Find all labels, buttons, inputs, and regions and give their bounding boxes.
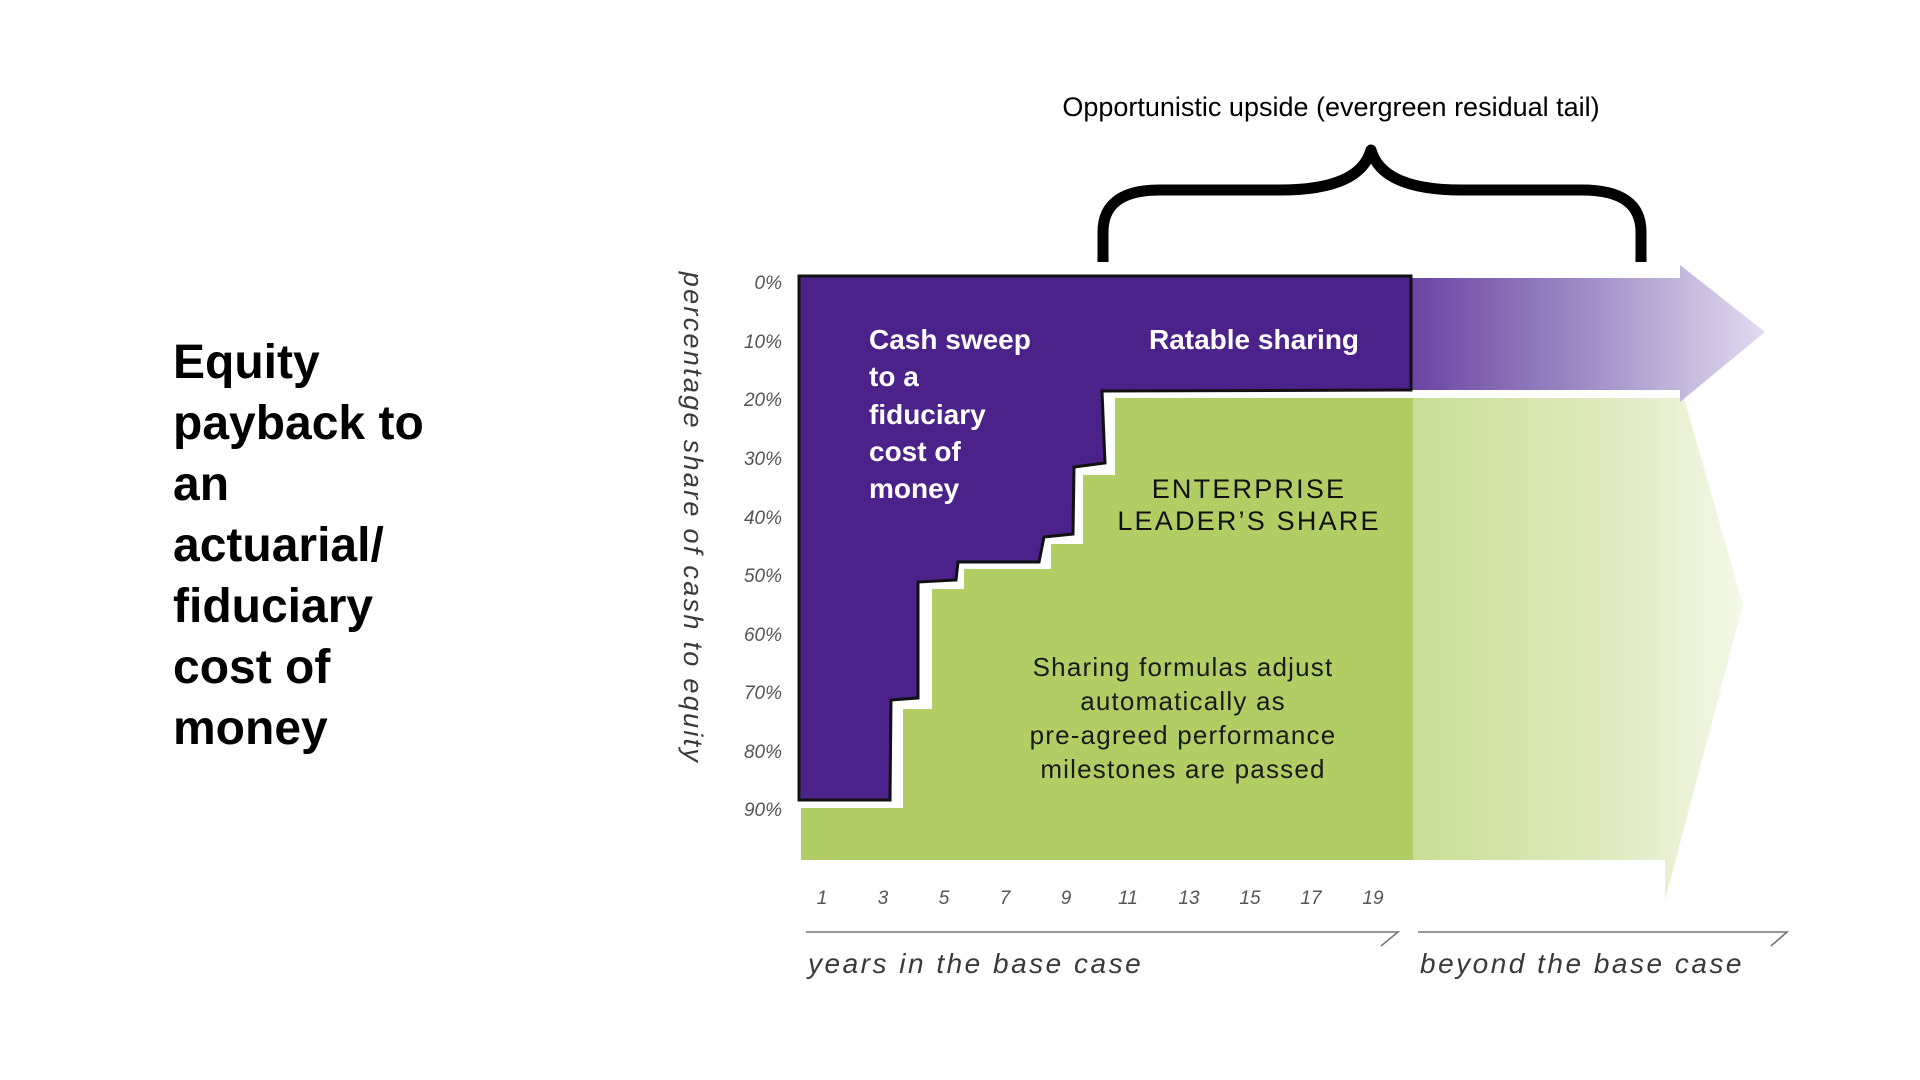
equity-share-area bbox=[797, 274, 1413, 802]
upside-brace: Opportunistic upside (evergreen residual… bbox=[1062, 92, 1647, 262]
y-axis-ticks: 0% 10% 20% 30% 40% 50% 60% 70% 80% 90% bbox=[743, 273, 782, 821]
title-line: actuarial/ bbox=[173, 519, 384, 572]
svg-text:50%: 50% bbox=[744, 566, 782, 587]
svg-text:Sharing formulas adjust: Sharing formulas adjust bbox=[1033, 652, 1334, 682]
svg-text:17: 17 bbox=[1300, 888, 1323, 909]
svg-text:80%: 80% bbox=[744, 742, 782, 763]
title-line: payback to bbox=[173, 397, 424, 450]
svg-text:LEADER’S SHARE: LEADER’S SHARE bbox=[1117, 506, 1380, 536]
svg-text:automatically as: automatically as bbox=[1080, 686, 1286, 716]
svg-text:10%: 10% bbox=[744, 332, 782, 353]
svg-text:19: 19 bbox=[1362, 888, 1384, 909]
purple-upside-arrow bbox=[1411, 265, 1765, 402]
svg-text:3: 3 bbox=[878, 888, 889, 909]
svg-text:20%: 20% bbox=[743, 390, 782, 411]
x-axis-label-beyond: beyond the base case bbox=[1420, 948, 1744, 979]
svg-text:11: 11 bbox=[1118, 888, 1138, 909]
beyond-axis-line bbox=[1418, 931, 1790, 947]
base-case-axis-line bbox=[806, 931, 1401, 947]
svg-text:money: money bbox=[869, 473, 960, 504]
svg-text:1: 1 bbox=[817, 888, 828, 909]
curly-brace-icon bbox=[1097, 144, 1647, 262]
svg-text:cost of: cost of bbox=[869, 436, 961, 467]
slide-title: Equity payback to an actuarial/ fiduciar… bbox=[173, 332, 493, 759]
svg-text:90%: 90% bbox=[744, 800, 782, 821]
y-axis-label: percentage share of cash to equity bbox=[678, 271, 708, 764]
svg-text:5: 5 bbox=[939, 888, 950, 909]
cash-sweep-label: Cash sweep to a fiduciary cost of money bbox=[869, 324, 1031, 504]
svg-text:fiduciary: fiduciary bbox=[869, 399, 986, 430]
svg-text:7: 7 bbox=[1000, 888, 1012, 909]
enterprise-share-edge bbox=[895, 398, 1113, 808]
svg-text:0%: 0% bbox=[755, 273, 783, 294]
svg-text:15: 15 bbox=[1239, 888, 1261, 909]
brace-label: Opportunistic upside (evergreen residual… bbox=[1062, 92, 1599, 122]
sharing-formula-note: Sharing formulas adjust automatically as… bbox=[1030, 652, 1337, 784]
svg-text:9: 9 bbox=[1061, 888, 1072, 909]
svg-text:pre-agreed performance: pre-agreed performance bbox=[1030, 720, 1337, 750]
svg-text:70%: 70% bbox=[744, 683, 782, 704]
svg-text:milestones are passed: milestones are passed bbox=[1040, 754, 1325, 784]
x-axis-ticks: 1 3 5 7 9 11 13 15 17 19 bbox=[817, 888, 1384, 909]
svg-text:40%: 40% bbox=[744, 508, 782, 529]
title-line: fiduciary bbox=[173, 580, 374, 633]
x-axis-label-base: years in the base case bbox=[806, 948, 1143, 979]
svg-text:ENTERPRISE: ENTERPRISE bbox=[1152, 474, 1347, 504]
green-upside-arrow bbox=[1413, 398, 1743, 900]
enterprise-share-label: ENTERPRISE LEADER’S SHARE bbox=[1117, 474, 1380, 536]
title-line: money bbox=[173, 702, 328, 755]
svg-text:to a: to a bbox=[869, 361, 919, 392]
ratable-sharing-label: Ratable sharing bbox=[1149, 324, 1359, 355]
title-line: cost of bbox=[173, 641, 331, 694]
title-line: an bbox=[173, 458, 230, 511]
svg-text:Cash sweep: Cash sweep bbox=[869, 324, 1031, 355]
svg-text:60%: 60% bbox=[744, 625, 782, 646]
svg-text:30%: 30% bbox=[744, 449, 782, 470]
enterprise-share-area bbox=[801, 398, 1413, 860]
svg-text:13: 13 bbox=[1178, 888, 1200, 909]
title-line: Equity bbox=[173, 336, 320, 389]
